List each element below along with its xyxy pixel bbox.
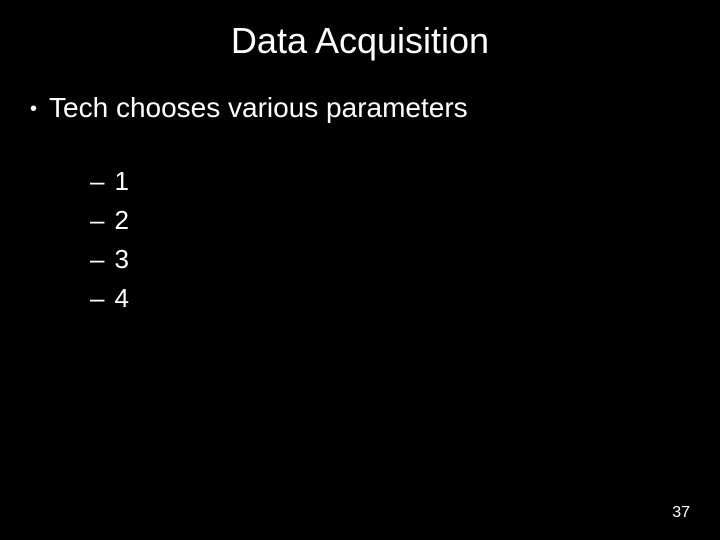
dash-marker-icon: – <box>90 205 104 236</box>
sub-item-text: 3 <box>114 244 128 275</box>
slide-content: • Tech chooses various parameters – 1 – … <box>0 92 720 314</box>
bullet-marker-icon: • <box>30 92 37 126</box>
slide-title: Data Acquisition <box>0 0 720 92</box>
sub-item: – 2 <box>90 205 720 236</box>
sub-list: – 1 – 2 – 3 – 4 <box>30 166 720 314</box>
dash-marker-icon: – <box>90 244 104 275</box>
main-bullet: • Tech chooses various parameters <box>30 92 720 126</box>
sub-item-text: 4 <box>114 283 128 314</box>
dash-marker-icon: – <box>90 166 104 197</box>
sub-item: – 1 <box>90 166 720 197</box>
main-bullet-text: Tech chooses various parameters <box>49 92 468 124</box>
dash-marker-icon: – <box>90 283 104 314</box>
sub-item: – 3 <box>90 244 720 275</box>
sub-item-text: 1 <box>114 166 128 197</box>
page-number: 37 <box>672 504 690 522</box>
sub-item: – 4 <box>90 283 720 314</box>
sub-item-text: 2 <box>114 205 128 236</box>
